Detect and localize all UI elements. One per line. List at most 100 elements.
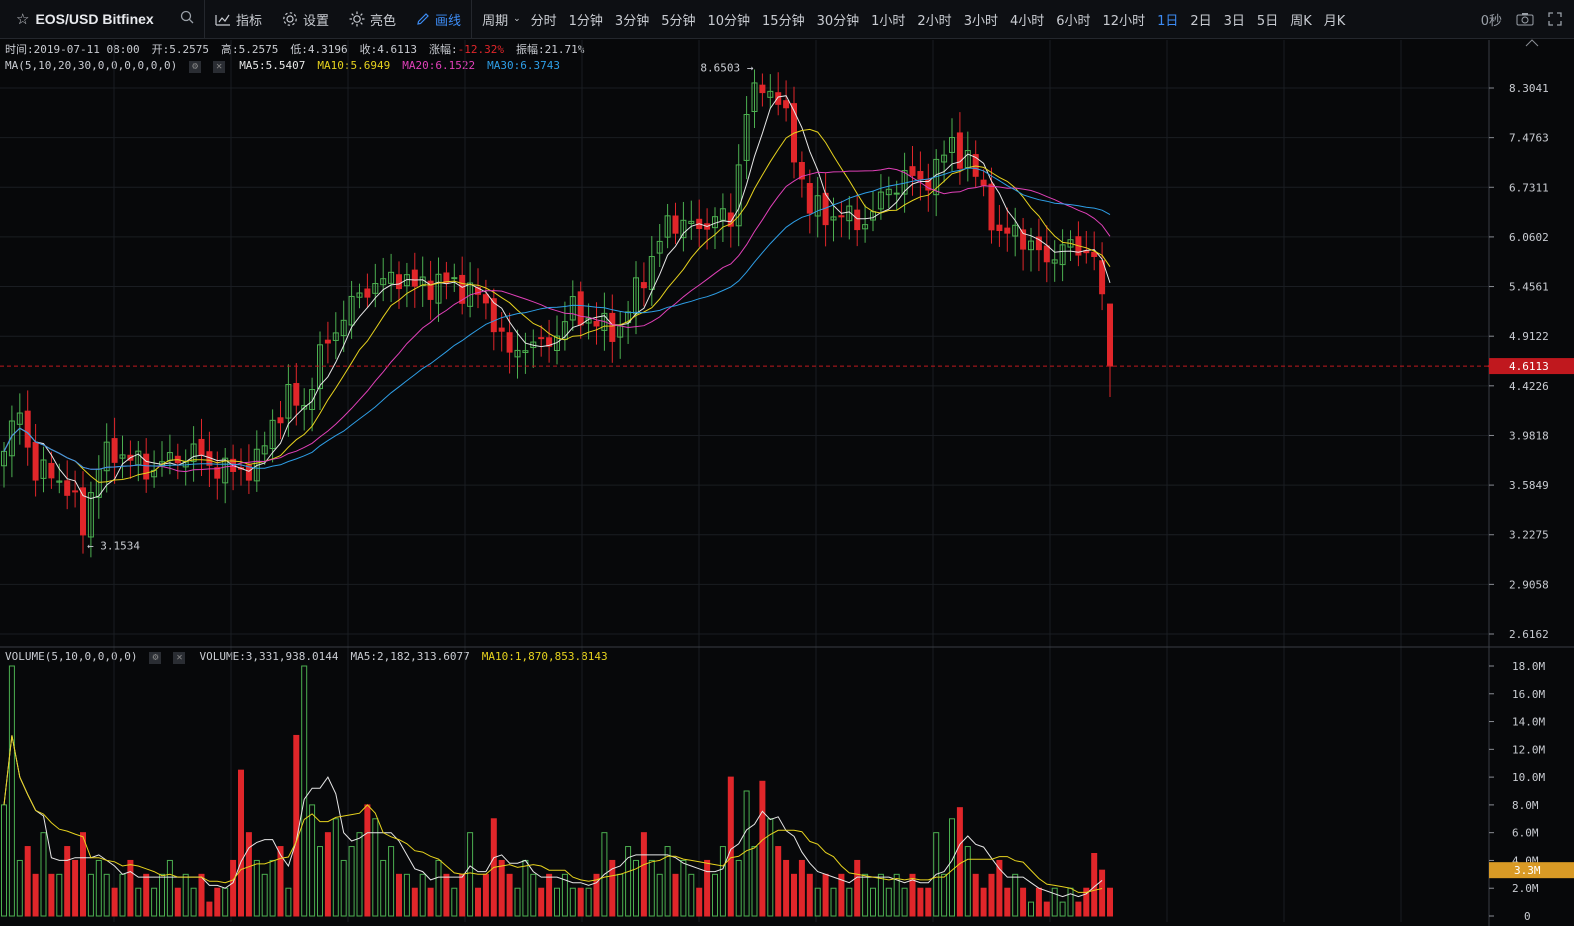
top-toolbar: ☆ EOS/USD Bitfinex 指标 设置 亮色 画线 周期 ⌄ 分时 1分… — [0, 0, 1574, 39]
search-icon[interactable] — [180, 10, 194, 28]
volume-bar — [1035, 887, 1042, 917]
volume-bar — [482, 873, 489, 917]
volume-bar — [72, 859, 79, 917]
candle-body — [87, 492, 94, 538]
candle-body — [166, 452, 173, 461]
camera-icon[interactable] — [1516, 12, 1534, 26]
volume-bar — [704, 859, 711, 917]
ma-close-icon[interactable]: ✕ — [213, 61, 226, 73]
period-item[interactable]: 15分钟 — [762, 13, 805, 29]
volume-bar — [127, 859, 134, 917]
period-item[interactable]: 3日 — [1223, 13, 1245, 29]
vol-close-icon[interactable]: ✕ — [173, 652, 186, 664]
period-item[interactable]: 6小时 — [1056, 13, 1091, 29]
candle-body — [253, 448, 260, 482]
candle-body — [783, 100, 790, 109]
volume-bar — [364, 804, 371, 917]
period-item[interactable]: 分时 — [530, 13, 557, 29]
candle-body — [238, 467, 244, 470]
countdown-label: 0秒 — [1480, 13, 1502, 29]
candle-body — [1067, 239, 1074, 248]
period-item[interactable]: 4小时 — [1009, 13, 1045, 29]
volume-bar — [601, 832, 608, 917]
period-item[interactable]: 月K — [1323, 13, 1346, 29]
vol-settings-icon[interactable]: ⚙ — [149, 652, 162, 664]
volume-bar — [174, 887, 181, 917]
candle-body — [925, 179, 932, 191]
volume-bar — [87, 873, 94, 917]
candle-body — [719, 208, 726, 221]
candle-body — [80, 487, 86, 536]
chevron-down-icon: ⌄ — [513, 14, 521, 24]
period-item[interactable]: 30分钟 — [816, 13, 860, 29]
candle-body — [245, 464, 252, 481]
volume-bar — [143, 873, 150, 917]
indicator-button[interactable]: 指标 — [205, 0, 272, 38]
period-item[interactable]: 12小时 — [1102, 13, 1146, 29]
volume-bar — [32, 873, 39, 917]
volume-bar — [261, 873, 268, 917]
candle-body — [996, 224, 1003, 232]
settings-button[interactable]: 设置 — [272, 0, 339, 38]
star-icon[interactable]: ☆ — [16, 10, 30, 28]
volume-bar — [735, 859, 742, 917]
candle-body — [846, 205, 853, 222]
last-price-pointer — [1487, 362, 1493, 371]
period-item[interactable]: 2小时 — [917, 13, 952, 29]
price-tick-label: 4.9122 — [1509, 330, 1549, 343]
candle-body — [301, 405, 308, 410]
volume-bar — [403, 873, 410, 917]
candle-body — [633, 277, 639, 315]
period-item[interactable]: 10分钟 — [707, 13, 751, 29]
period-item[interactable]: 1日 — [1157, 13, 1179, 29]
volume-bar — [348, 846, 355, 917]
volume-bar — [301, 665, 308, 917]
volume-bar — [269, 859, 276, 917]
draw-line-button[interactable]: 画线 — [406, 0, 471, 38]
period-item[interactable]: 5分钟 — [661, 13, 696, 29]
candle-body — [972, 154, 979, 177]
period-item[interactable]: 1分钟 — [568, 13, 603, 29]
candle-body — [119, 454, 126, 459]
volume-tick-label: 6.0M — [1512, 827, 1539, 840]
period-dropdown[interactable]: 周期 ⌄ — [472, 0, 525, 38]
candle-body — [48, 462, 55, 479]
candle-body — [704, 223, 711, 230]
last-price-label: 4.6113 — [1509, 360, 1549, 373]
volume-bar — [680, 859, 687, 917]
candle-body — [941, 154, 948, 163]
volume-tick-label: 10.0M — [1512, 771, 1545, 784]
period-item[interactable]: 1小时 — [871, 13, 906, 29]
volume-bar — [16, 859, 23, 917]
period-item[interactable]: 3小时 — [963, 13, 998, 29]
volume-bar — [806, 873, 813, 917]
period-item[interactable]: 3分钟 — [614, 13, 650, 29]
volume-tick-label: 14.0M — [1512, 716, 1545, 729]
candle-body — [585, 317, 592, 324]
volume-bar — [24, 846, 31, 917]
volume-bar — [996, 859, 1003, 917]
volume-bar — [427, 887, 434, 917]
candle-body — [988, 183, 995, 231]
light-theme-button[interactable]: 亮色 — [339, 0, 406, 38]
candle-body — [806, 183, 813, 214]
fullscreen-icon[interactable] — [1548, 12, 1562, 26]
volume-bar — [80, 832, 86, 917]
candle-body — [672, 215, 679, 234]
symbol-selector[interactable]: ☆ EOS/USD Bitfinex — [0, 0, 205, 38]
ma-settings-icon[interactable]: ⚙ — [189, 61, 202, 73]
indicator-label: 指标 — [236, 13, 263, 29]
period-item[interactable]: 2日 — [1190, 13, 1212, 29]
candle-body — [103, 441, 110, 472]
volume-bar — [277, 846, 284, 917]
candle-body — [1020, 229, 1027, 250]
volume-bar — [727, 776, 734, 917]
volume-tick-label: 0 — [1524, 910, 1531, 923]
candle-body — [854, 209, 861, 231]
period-item[interactable]: 周K — [1290, 13, 1312, 29]
candle-body — [688, 220, 695, 224]
candle-body — [1, 450, 7, 467]
ma20-value: MA20:6.1522 — [402, 59, 476, 72]
period-item[interactable]: 5日 — [1256, 13, 1279, 29]
